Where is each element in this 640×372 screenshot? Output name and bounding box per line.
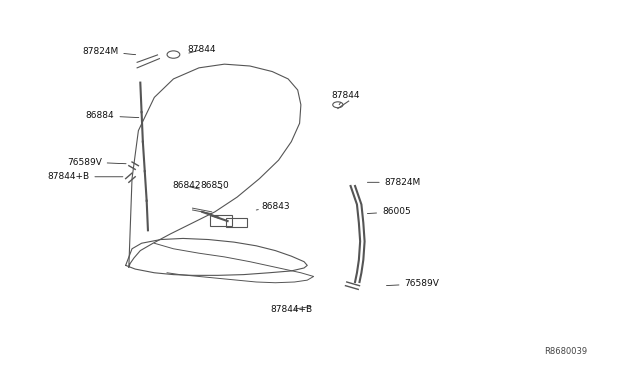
Text: 86842: 86842 (172, 182, 200, 190)
Text: R8680039: R8680039 (545, 347, 588, 356)
Text: 86843: 86843 (256, 202, 290, 211)
Text: 87844: 87844 (332, 91, 360, 105)
Text: 86884: 86884 (86, 111, 139, 121)
Text: 86005: 86005 (367, 207, 411, 217)
Text: 86850: 86850 (200, 182, 229, 190)
Text: 76589V: 76589V (387, 279, 440, 288)
Text: 76589V: 76589V (67, 157, 126, 167)
Text: 87844+B: 87844+B (47, 172, 123, 181)
Text: 87844+B: 87844+B (270, 305, 312, 314)
Text: 87824M: 87824M (367, 178, 421, 187)
Text: 87844: 87844 (188, 45, 216, 54)
Text: 87824M: 87824M (82, 47, 136, 56)
